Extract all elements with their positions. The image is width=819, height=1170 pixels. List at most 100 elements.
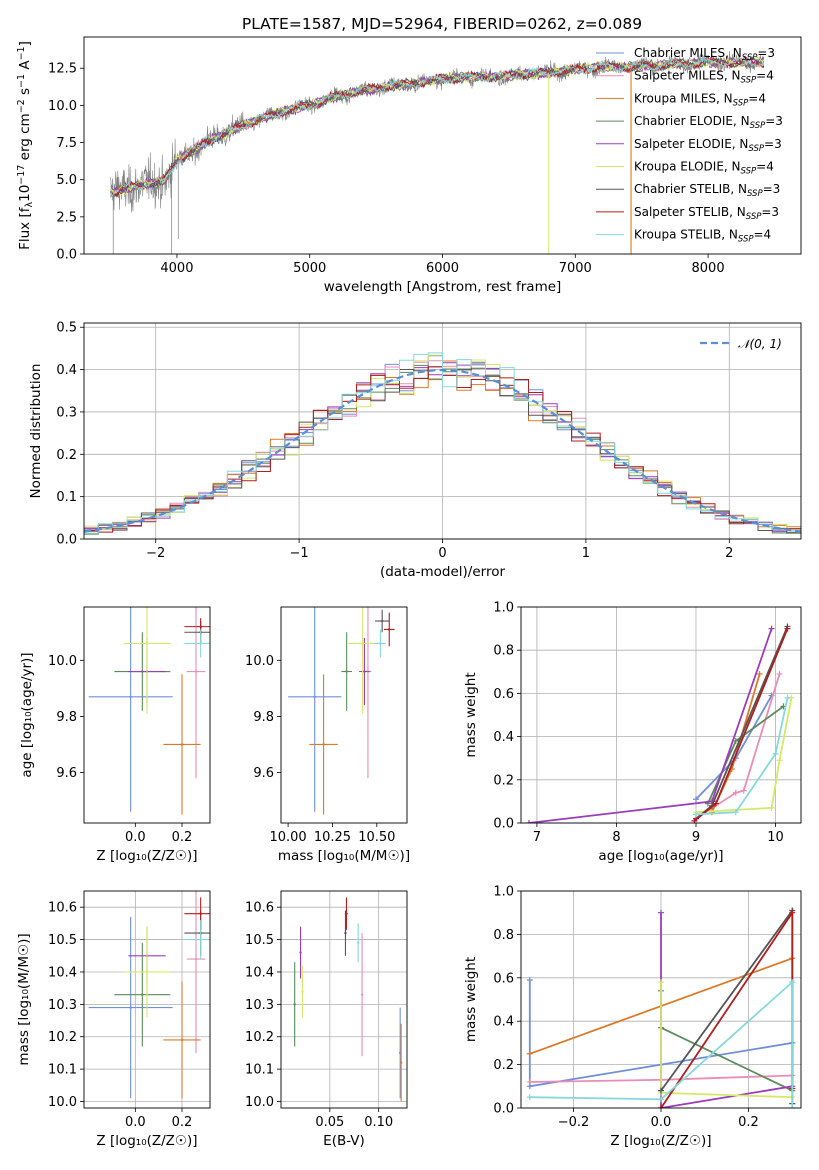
y-tick-label: 0.4 — [493, 730, 514, 745]
x-tick-label: 1 — [582, 546, 590, 561]
weight-line-salpeter-elodie — [660, 912, 793, 1108]
errorbar-point — [388, 628, 391, 631]
x-axis-label: mass [log₁₀(M/M☉)] — [278, 848, 410, 864]
legend-label: Chabrier STELIB, N — [634, 182, 747, 196]
errorbar-point — [129, 695, 132, 698]
panel-residuals: −2 −1 0 1 2 0.0 0.1 0.2 0.3 0.4 0.5 (data-model)/er… — [28, 321, 802, 580]
y-tick-label: 10.1 — [48, 1063, 77, 1078]
legend-count: =3 — [764, 137, 782, 151]
errorbar-point — [345, 670, 348, 673]
y-axis-label: Normed distribution — [28, 364, 44, 499]
legend-label: Chabrier MILES, N — [634, 46, 742, 60]
legend-label: Kroupa ELODIE, N — [634, 160, 741, 174]
errorbar-point — [194, 670, 198, 673]
panel-age-vs-mass: 10.00 10.25 10.50 9.6 9.8 10.0 mass [log₁₀(M/M… — [245, 606, 410, 864]
plot-area — [293, 897, 403, 1102]
model-line-kroupa-stelib — [110, 54, 765, 198]
axes-frame — [83, 890, 211, 1109]
weight-marker — [732, 809, 739, 816]
panel-mass-vs-EBV: 0.05 0.10 10.0 10.1 10.2 10.3 10.4 10.5 10.6 E(B-… — [245, 890, 408, 1149]
axes-frame — [83, 606, 211, 824]
x-tick-label: 7000 — [559, 261, 592, 276]
y-axis-label: mass [log₁₀(M/M☉)] — [16, 933, 32, 1065]
legend-count: =4 — [748, 91, 766, 105]
y-tick-label: 10.3 — [48, 998, 77, 1013]
y-label-part: s — [17, 88, 33, 99]
plot-area — [84, 352, 801, 537]
x-tick-label: 0.0 — [651, 1115, 672, 1130]
x-axis-label: age [log₁₀(age/yr)] — [598, 848, 723, 864]
errorbar-point — [145, 970, 149, 974]
plot-area — [88, 607, 210, 815]
y-tick-label: 10.3 — [245, 998, 274, 1013]
y-axis-label: Flux [fλ10−17 erg cm−2 s−1 A−1] — [16, 41, 35, 250]
weight-marker — [658, 1105, 664, 1108]
axes-frame — [520, 890, 802, 1109]
y-tick-label: 10.0 — [245, 1095, 274, 1110]
legend-subscript: SSP — [747, 189, 763, 199]
y-tick-label: 10.0 — [48, 654, 77, 669]
legend-subscript: SSP — [741, 167, 757, 177]
y-tick-label: 10.2 — [245, 1030, 274, 1045]
errorbar-point — [363, 670, 366, 673]
legend-entry: Kroupa MILES, NSSP=4 — [634, 91, 766, 108]
y-axis-label: mass weight — [463, 672, 479, 757]
weight-marker — [658, 1096, 664, 1103]
errorbar-point — [399, 1061, 403, 1064]
legend-count: =3 — [761, 205, 779, 219]
y-axis-label: age [log₁₀(age/yr)] — [19, 652, 35, 777]
legend-subscript: SSP — [741, 76, 757, 86]
weight-marker — [776, 757, 783, 764]
panel-age-vs-Z: 0.0 0.2 9.6 9.8 10.0 Z [log₁₀(Z/Z☉)] age [log₁… — [19, 606, 211, 864]
errorbar-point — [145, 642, 149, 645]
weight-marker — [784, 694, 791, 701]
y-tick-label: 0.0 — [56, 533, 77, 548]
legend-count: =4 — [756, 69, 774, 83]
panel-mass-vs-Z: 0.0 0.2 10.0 10.1 10.2 10.3 10.4 10.5 10.6 Z [log… — [16, 890, 211, 1149]
model-line-chabrier-stelib — [110, 55, 765, 198]
y-label-part: ] — [17, 41, 33, 46]
x-tick-label: 10.00 — [269, 830, 306, 845]
weight-marker — [784, 625, 791, 632]
errorbar-point — [379, 642, 382, 645]
legend-count: =3 — [763, 182, 781, 196]
legend-subscript: SSP — [742, 53, 758, 63]
y-label-part: −1 — [16, 46, 27, 60]
y-tick-label: 9.6 — [253, 766, 274, 781]
x-axis-label: Z [log₁₀(Z/Z☉)] — [610, 1133, 711, 1149]
weight-marker — [732, 737, 739, 744]
y-label-part: 10 — [17, 185, 33, 202]
normal-reference-curve — [84, 368, 801, 533]
errorbar-point — [361, 642, 364, 645]
x-axis-label: Z [log₁₀(Z/Z☉)] — [96, 1133, 197, 1149]
errorbar-point — [199, 642, 202, 645]
y-tick-label: 10.5 — [48, 933, 77, 948]
weight-marker — [768, 625, 775, 632]
x-axis-label: wavelength [Angstrom, rest frame] — [324, 279, 562, 295]
x-tick-label: 7 — [533, 830, 541, 845]
y-tick-label: 0.0 — [493, 1102, 514, 1117]
weight-marker — [712, 800, 719, 807]
errorbar-point — [356, 941, 360, 945]
x-axis-label: E(B-V) — [323, 1133, 365, 1149]
weight-marker — [768, 804, 775, 811]
y-tick-label: 2.5 — [56, 210, 77, 225]
weight-marker — [658, 909, 664, 916]
panel-weight-vs-Z: −0.2 0.0 0.2 0.0 0.2 0.4 0.6 0.8 1.0 Z [log₁₀(Z/Z… — [463, 885, 802, 1149]
errorbar-point — [180, 1038, 184, 1042]
y-label-part: A — [17, 60, 33, 74]
weight-line-kroupa-elodie — [695, 697, 793, 814]
errorbar-point — [199, 938, 202, 941]
y-tick-label: 0.6 — [493, 971, 514, 986]
x-tick-label: −2 — [146, 546, 165, 561]
errorbar-point — [344, 931, 347, 935]
legend-label: Salpeter STELIB, N — [634, 205, 746, 219]
y-tick-label: 0.4 — [56, 363, 77, 378]
legend-label: Chabrier ELODIE, N — [634, 114, 750, 128]
y-tick-label: 12.5 — [48, 62, 77, 77]
legend-entry: Kroupa STELIB, NSSP=4 — [634, 228, 771, 245]
plot-area — [110, 51, 765, 254]
x-tick-label: 0.2 — [172, 830, 193, 845]
panel-spectrum: 4000 5000 6000 7000 8000 0.0 2.5 5.0 7.5 10.0 12.5… — [16, 36, 802, 295]
legend-label: Kroupa MILES, N — [634, 91, 733, 105]
